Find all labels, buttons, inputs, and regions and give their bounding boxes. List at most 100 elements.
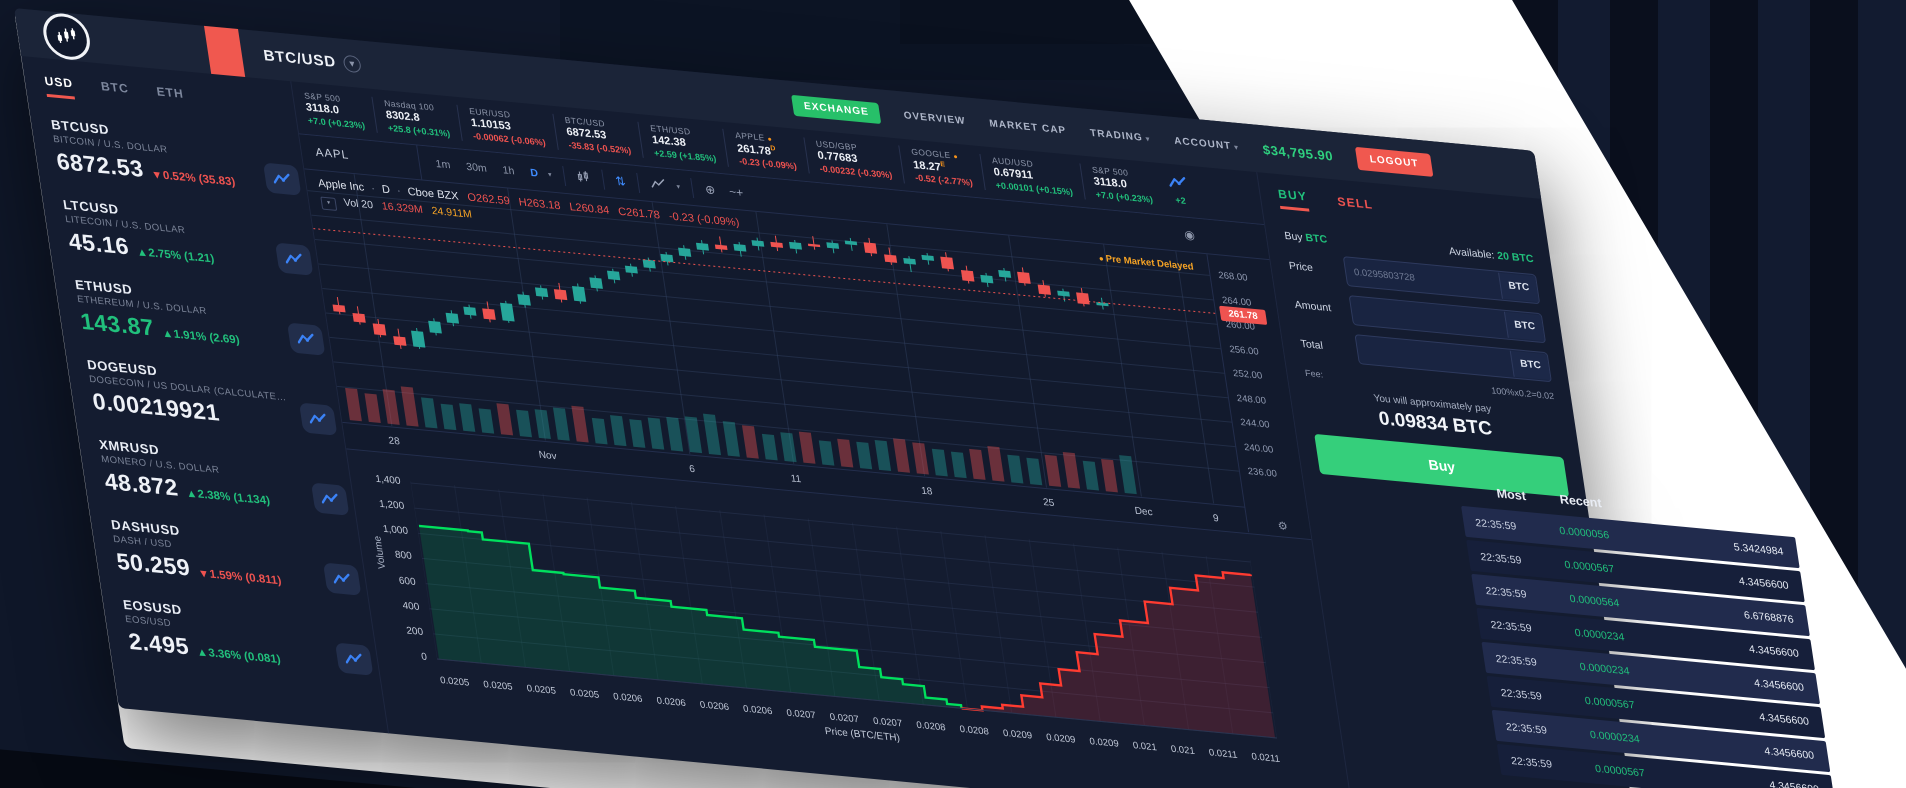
trade-amount: 4.3456600	[1737, 574, 1790, 592]
depth-x-label: 0.0208	[915, 719, 947, 734]
ticker-more-button[interactable]: +2	[1160, 174, 1199, 207]
ticker-more-count: +2	[1174, 194, 1187, 206]
nav-item-market-cap[interactable]: MARKET CAP	[988, 117, 1067, 137]
mini-chart-icon[interactable]	[298, 402, 338, 436]
timeframe-1h[interactable]: 1h	[501, 164, 516, 178]
price-scale-label: 268.00	[1217, 270, 1249, 284]
history-title-recent: Recent	[1558, 492, 1603, 511]
watchlist-item-ltcusd[interactable]: LTCUSD LITECOIN / U.S. DOLLAR 45.16 ▴ 2.75%…	[62, 197, 320, 278]
ticker-item[interactable]: S&P 500 3118.0 +7.0 (+0.23%)	[292, 90, 376, 133]
app-logo[interactable]	[40, 11, 94, 62]
watchlist-item-xmrusd[interactable]: XMRUSD MONERO / U.S. DOLLAR 48.872 ▴ 2.38% …	[98, 437, 356, 518]
chevron-down-icon[interactable]: ▾	[342, 54, 363, 73]
depth-x-label: 0.0209	[1002, 727, 1033, 742]
depth-x-label: 0.0206	[655, 695, 687, 710]
watchlist-change: ▾ 1.59% (0.811)	[199, 567, 283, 588]
watchlist-change: ▴ 3.36% (0.081)	[198, 646, 282, 667]
depth-y-label: 1,000	[382, 523, 409, 538]
plus-circle-icon[interactable]: ⊕	[704, 182, 717, 198]
svg-text:Nov: Nov	[538, 450, 557, 463]
mini-chart-icon[interactable]	[262, 162, 302, 196]
ticker-item[interactable]: AUD/USD 0.67911 +0.00101 (+0.15%)	[979, 154, 1085, 200]
watchlist-item-dashusd[interactable]: DASHUSD DASH / USD 50.259 ▾ 1.59% (0.811)	[110, 517, 368, 598]
watchlist-item-btcusd[interactable]: BTCUSD BITCOIN / U.S. DOLLAR 6872.53 ▾ 0.52…	[50, 117, 308, 198]
tab-buy[interactable]: BUY	[1277, 186, 1310, 212]
timeframe-chevron-icon[interactable]: ▾	[547, 171, 553, 179]
depth-y-label: 400	[401, 600, 421, 614]
depth-x-label: 0.0209	[1045, 731, 1077, 746]
depth-x-label: 0.0207	[872, 715, 904, 730]
delayed-dot-icon: ●	[953, 153, 959, 162]
ticker-item[interactable]: USD/GBP 0.77683 -0.00232 (-0.30%)	[803, 137, 905, 183]
chevron-down-icon: ▾	[1145, 135, 1151, 143]
nav-item-account[interactable]: ACCOUNT ▾	[1173, 135, 1240, 152]
price-scale-label: 244.00	[1239, 417, 1271, 431]
nav-item-trading[interactable]: TRADING ▾	[1089, 127, 1151, 144]
mini-chart-icon[interactable]	[322, 562, 362, 596]
trade-time: 22:35:59	[1474, 516, 1518, 533]
trade-price: 0.0000567	[1594, 762, 1646, 780]
nav-item-overview[interactable]: OVERVIEW	[902, 109, 967, 127]
depth-chart	[409, 480, 1278, 739]
watchlist-tab-eth[interactable]: ETH	[155, 84, 185, 101]
pair-title[interactable]: BTC/USD ▾	[262, 47, 363, 73]
timeframe-1m[interactable]: 1m	[434, 157, 452, 172]
svg-text:9: 9	[1212, 513, 1220, 524]
ticker-item[interactable]: S&P 500 3118.0 +7.0 (+0.23%)	[1079, 163, 1165, 207]
watchlist-item-ethusd[interactable]: ETHUSD ETHEREUM / U.S. DOLLAR 143.87 ▴ 1.91…	[74, 277, 332, 358]
ticker-item[interactable]: BTC/USD 6872.53 -35.83 (-0.52%)	[552, 113, 643, 158]
price-scale-label: 236.00	[1247, 466, 1278, 480]
watchlist-tab-btc[interactable]: BTC	[99, 79, 130, 96]
ticker-item[interactable]: ETH/USD 142.38 +2.59 (+1.85%)	[637, 122, 728, 166]
compare-icon[interactable]: ⇅	[614, 173, 627, 189]
depth-x-label: 0.0209	[1088, 736, 1120, 750]
chart-toolbar: AAPL 1m 30m 1h D ▾ ⇅ ▾	[299, 134, 1270, 261]
price-scale-label: 256.00	[1228, 344, 1260, 358]
depth-x-label: 0.0208	[958, 723, 990, 738]
toolbar-divider	[562, 165, 567, 187]
field-unit: BTC	[1509, 350, 1551, 381]
mini-chart-icon[interactable]	[334, 642, 374, 676]
collapse-chevron-icon[interactable]: ▾	[320, 196, 338, 211]
watchlist-change: ▴ 2.38% (1.134)	[187, 487, 271, 508]
nav-item-exchange[interactable]: EXCHANGE	[791, 94, 882, 124]
timeframe-30m[interactable]: 30m	[465, 160, 488, 175]
depth-x-label: 0.0205	[525, 683, 557, 697]
trade-time: 22:35:59	[1505, 720, 1548, 737]
watchlist-items: BTCUSD BITCOIN / U.S. DOLLAR 6872.53 ▾ 0.52…	[50, 117, 380, 678]
mini-chart-icon[interactable]	[286, 322, 326, 356]
watchlist-item-eosusd[interactable]: EOSUSD EOS/USD 2.495 ▴ 3.36% (0.081)	[122, 597, 380, 678]
account-balance: $34,795.90	[1261, 141, 1334, 164]
timeframe-D[interactable]: D	[529, 166, 539, 180]
ticker-item[interactable]: Nasdaq 100 8302.8 +25.8 (+0.31%)	[371, 96, 462, 141]
watchlist-price: 48.872	[102, 467, 180, 501]
watchlist-tab-usd[interactable]: USD	[43, 73, 76, 100]
snapshot-camera-icon[interactable]: ◉	[1183, 227, 1196, 243]
data-flag: D	[769, 145, 777, 153]
candlestick-style-icon[interactable]	[575, 169, 592, 187]
indicators-icon[interactable]	[649, 177, 667, 194]
top-bar: BTC/USD ▾ EXCHANGE OVERVIEW MARKET CAP TRAD…	[14, 8, 1542, 199]
mini-chart-icon[interactable]	[310, 482, 350, 516]
line-tools-icon[interactable]: ~+	[728, 184, 745, 200]
logout-button[interactable]: LOGOUT	[1355, 146, 1434, 177]
ticker-item[interactable]: GOOGLE ● 18.27E -0.52 (-2.77%)	[898, 145, 985, 191]
depth-y-label: 600	[398, 575, 417, 589]
watchlist-price: 2.495	[126, 627, 191, 660]
svg-text:Dec: Dec	[1134, 506, 1153, 519]
delayed-dot-icon: ●	[767, 136, 773, 144]
mini-chart-icon[interactable]	[274, 242, 314, 276]
toolbar-divider	[601, 169, 606, 190]
trading-app-window: BTC/USD ▾ EXCHANGE OVERVIEW MARKET CAP TRAD…	[14, 8, 1836, 788]
depth-x-label: 0.0205	[439, 675, 471, 689]
fee-label: Fee:	[1304, 367, 1324, 380]
depth-x-label: 0.0207	[785, 707, 817, 722]
ticker-item[interactable]: APPLE ● 261.78D -0.23 (-0.09%)	[722, 129, 809, 175]
field-value	[1358, 349, 1512, 363]
watchlist-item-dogeusd[interactable]: DOGEUSD DOGECOIN / US DOLLAR (CALCULATED …	[86, 357, 344, 438]
trade-amount: 4.3456600	[1748, 642, 1800, 660]
tab-sell[interactable]: SELL	[1336, 193, 1374, 212]
ticker-item[interactable]: EUR/USD 1.10153 -0.00062 (-0.06%)	[456, 104, 558, 150]
indicators-chevron-icon[interactable]: ▾	[676, 183, 681, 191]
gear-icon[interactable]: ⚙	[1276, 520, 1289, 534]
